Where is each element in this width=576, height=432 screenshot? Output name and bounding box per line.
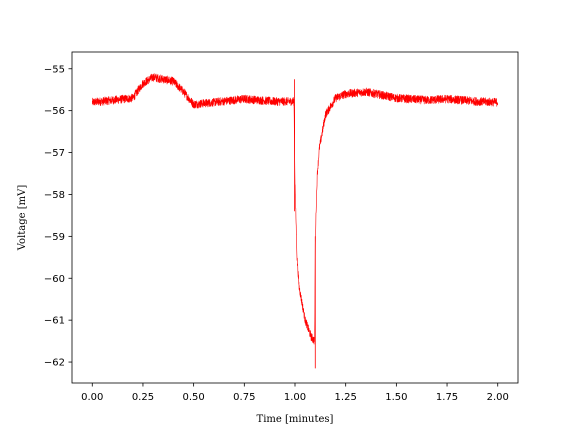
y-tick-label: −60 — [44, 274, 65, 285]
y-tick-label: −56 — [44, 106, 65, 117]
plot-area — [91, 73, 499, 369]
x-tick-label: 0.50 — [183, 392, 205, 403]
y-tick-label: −62 — [44, 358, 65, 369]
x-tick-label: 0.75 — [233, 392, 255, 403]
y-tick-label: −58 — [44, 190, 65, 201]
x-tick-label: 1.25 — [335, 392, 357, 403]
x-tick-label: 1.75 — [436, 392, 458, 403]
x-tick-label: 1.50 — [385, 392, 407, 403]
y-axis-label: Voltage [mV] — [17, 185, 28, 252]
x-tick-label: 2.00 — [487, 392, 509, 403]
x-axis-label: Time [minutes] — [257, 414, 334, 425]
y-tick-label: −61 — [44, 316, 65, 327]
x-tick-label: 1.00 — [284, 392, 306, 403]
y-tick-label: −57 — [44, 148, 65, 159]
y-tick-label: −55 — [44, 64, 65, 75]
x-tick-label: 0.25 — [132, 392, 154, 403]
y-axis: −55 −56 −57 −58 −59 −60 −61 −62 — [44, 64, 72, 369]
x-tick-label: 0.00 — [81, 392, 103, 403]
series-line — [91, 73, 499, 345]
y-tick-label: −59 — [44, 232, 65, 243]
x-axis: 0.00 0.25 0.50 0.75 1.00 1.25 1.50 1.75 2.00 — [81, 383, 509, 403]
